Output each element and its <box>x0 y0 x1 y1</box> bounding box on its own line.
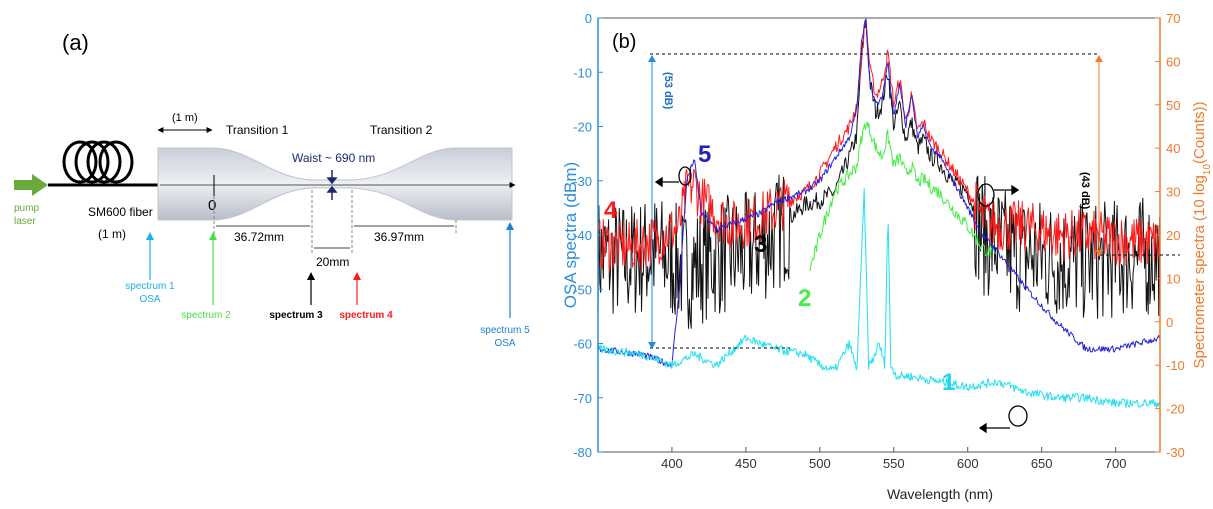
dimension-2: 20mm <box>316 255 349 269</box>
curve-label-1: 1 <box>942 369 955 396</box>
curve-label-2: 2 <box>798 285 811 312</box>
bottom-axis: 400 450 500 550 600 650 700 <box>661 447 1126 471</box>
plot-data <box>597 18 1161 408</box>
series-3-line <box>597 18 1161 329</box>
y-tick-label: -20 <box>573 120 592 135</box>
x-tick-label: 500 <box>809 456 831 471</box>
spectrum-5-label: spectrum 5 <box>480 325 530 336</box>
spectrum-4-label: spectrum 4 <box>339 310 393 321</box>
y2-tick-label: -30 <box>1166 445 1185 460</box>
y-tick-label: -40 <box>573 228 592 243</box>
dimension-guides <box>213 190 457 255</box>
waist-label: Waist ~ 690 nm <box>292 151 375 165</box>
y2-tick-label: 20 <box>1166 228 1180 243</box>
transition-1-label: Transition 1 <box>226 123 289 137</box>
y2-tick-label: 10 <box>1166 271 1180 286</box>
x-tick-label: 650 <box>1031 456 1053 471</box>
pump-arrow-icon <box>14 174 48 196</box>
y2-axis-title: Spectrometer spectra (10 log10(Counts)) <box>1191 101 1213 368</box>
pump-label-1: pump <box>14 203 39 214</box>
dimension-3: 36.97mm <box>374 230 424 244</box>
spectrum-3-label: spectrum 3 <box>269 310 323 321</box>
fiber-length: (1 m) <box>98 227 126 241</box>
pump-label-2: laser <box>14 216 36 227</box>
x-tick-label: 450 <box>735 456 757 471</box>
y-tick-label: -60 <box>573 337 592 352</box>
annotation-43db: (43 dB) <box>1079 172 1091 210</box>
series-2-line <box>809 121 998 271</box>
curve-label-3: 3 <box>754 231 767 258</box>
series-5-line <box>597 19 1161 369</box>
x-axis-title: Wavelength (nm) <box>887 486 993 502</box>
fiber-label: SM600 fiber <box>88 205 153 219</box>
x-tick-label: 700 <box>1105 456 1127 471</box>
span-43-arrow <box>1095 55 1103 257</box>
span-53-arrow <box>648 55 656 349</box>
origin-label: 0 <box>208 197 216 214</box>
spectrum-2-arrowhead-icon <box>209 232 217 240</box>
panel-a-label: (a) <box>62 30 89 55</box>
y2-tick-label: 50 <box>1166 98 1180 113</box>
waist-arrows-icon <box>326 170 338 200</box>
x-tick-label: 600 <box>957 456 979 471</box>
y-tick-label: 0 <box>585 11 592 26</box>
spectrum-1-sublabel: OSA <box>139 294 160 305</box>
y-tick-label: -30 <box>573 174 592 189</box>
x-tick-label: 550 <box>883 456 905 471</box>
spectrum-1-arrowhead-icon <box>146 232 154 240</box>
spectrum-1-label: spectrum 1 <box>125 281 175 292</box>
y-tick-label: -10 <box>573 65 592 80</box>
y2-tick-label: -20 <box>1166 402 1185 417</box>
y2-tick-label: 0 <box>1166 315 1173 330</box>
spectrum-5-sublabel: OSA <box>494 338 515 349</box>
top-length-label: (1 m) <box>172 112 198 124</box>
transition-2-label: Transition 2 <box>370 123 433 137</box>
annotation-53db: (53 dB) <box>662 72 674 110</box>
panel-b-label: (b) <box>612 31 636 53</box>
dimension-1: 36.72mm <box>234 230 284 244</box>
y2-tick-label: 60 <box>1166 54 1180 69</box>
y-tick-label: -50 <box>573 282 592 297</box>
taper-body <box>157 147 513 221</box>
series-4-line <box>597 21 1161 272</box>
right-axis: 70 60 50 40 30 20 10 0 -10 -20 -30 <box>1155 11 1185 460</box>
curve-label-4: 4 <box>604 197 618 224</box>
spectrum-5-arrowhead-icon <box>506 222 514 230</box>
y-tick-label: -80 <box>573 445 592 460</box>
dimension-lines <box>216 225 454 249</box>
series-1-line <box>597 188 1161 408</box>
left-axis: 0 -10 -20 -30 -40 -50 -60 -70 -80 <box>573 11 603 460</box>
curve-label-5: 5 <box>698 141 711 168</box>
y2-tick-label: -10 <box>1166 358 1185 373</box>
y2-tick-label: 70 <box>1166 11 1180 26</box>
spectrum-3-arrowhead-icon <box>307 272 315 280</box>
spectrum-2-label: spectrum 2 <box>181 310 231 321</box>
spectrum-markers: spectrum 1 OSA spectrum 2 spectrum 3 spectru… <box>125 222 530 349</box>
axis-indicators <box>654 166 1028 434</box>
x-tick-label: 400 <box>661 456 683 471</box>
y-axis-title: OSA spectra (dBm) <box>561 162 580 308</box>
y-tick-label: -70 <box>573 391 592 406</box>
fiber-coil-icon <box>62 140 134 184</box>
panel-a: (a) pump laser SM600 fiber (1 m) (1 m) T… <box>14 30 530 349</box>
panel-b: 0-10-20-30-40-50-60-70-80 70605040302010… <box>561 11 1213 502</box>
y2-tick-label: 40 <box>1166 141 1180 156</box>
spectrum-4-arrowhead-icon <box>353 272 361 280</box>
y2-tick-label: 30 <box>1166 185 1180 200</box>
